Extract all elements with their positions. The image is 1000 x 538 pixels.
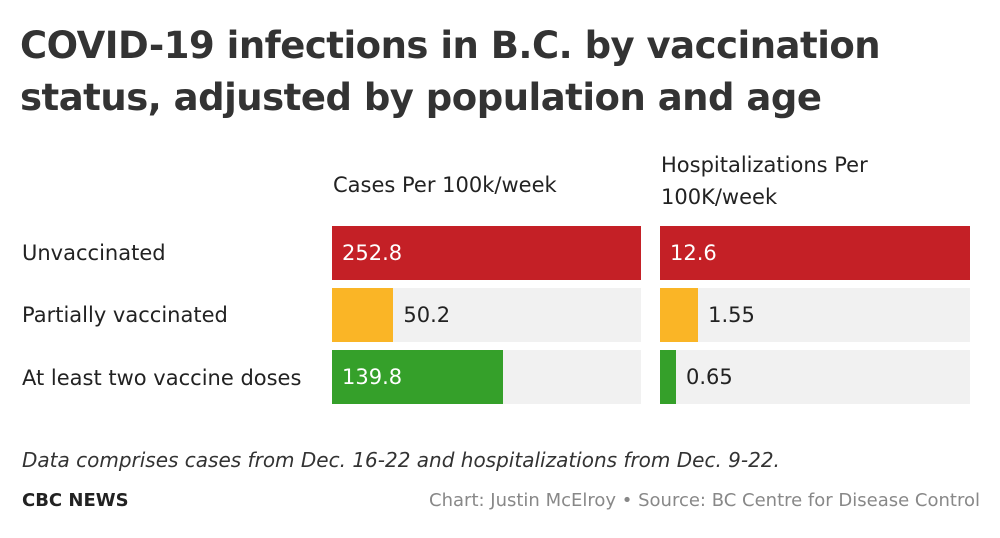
bar-track-cases-unvaccinated: 252.8	[332, 226, 641, 280]
bar-cases-two-doses	[332, 350, 503, 404]
bar-track-cases-partially-vaccinated: 50.2	[332, 288, 641, 342]
bar-cases-partially-vaccinated	[332, 288, 394, 342]
bar-hospitalizations-two-doses	[660, 350, 676, 404]
bar-hospitalizations-partially-vaccinated	[660, 288, 699, 342]
chart-title: COVID-19 infections in B.C. by vaccinati…	[20, 24, 881, 119]
data-label-hospitalizations-partially-vaccinated: 1.55	[708, 303, 755, 327]
data-label-hospitalizations-two-doses: 0.65	[685, 365, 733, 389]
column-header-cases: Cases Per 100k/week	[333, 173, 557, 197]
brand-logo: CBC NEWS	[22, 490, 129, 511]
data-label-hospitalizations-unvaccinated: 12.6	[670, 241, 717, 265]
bar-cases-unvaccinated	[332, 226, 641, 280]
bar-hospitalizations-unvaccinated	[660, 226, 970, 280]
bar-track-hospitalizations-two-doses: 0.65	[660, 350, 970, 404]
footnote: Data comprises cases from Dec. 16-22 and…	[22, 448, 780, 472]
bar-track-cases-two-doses: 139.8	[332, 350, 641, 404]
source-credit: Chart: Justin McElroy • Source: BC Centr…	[429, 490, 980, 511]
bar-track-hospitalizations-unvaccinated: 12.6	[660, 226, 970, 280]
column-header-hospitalizations: Hospitalizations Per 100K/week	[661, 153, 868, 209]
data-label-cases-unvaccinated: 252.8	[342, 241, 403, 265]
data-label-cases-two-doses: 139.8	[342, 365, 403, 389]
row-label-unvaccinated: Unvaccinated	[22, 241, 166, 265]
data-label-cases-partially-vaccinated: 50.2	[403, 303, 451, 327]
row-label-two-doses: At least two vaccine doses	[22, 366, 302, 390]
row-label-partially-vaccinated: Partially vaccinated	[22, 303, 228, 327]
bar-track-hospitalizations-partially-vaccinated: 1.55	[660, 288, 970, 342]
